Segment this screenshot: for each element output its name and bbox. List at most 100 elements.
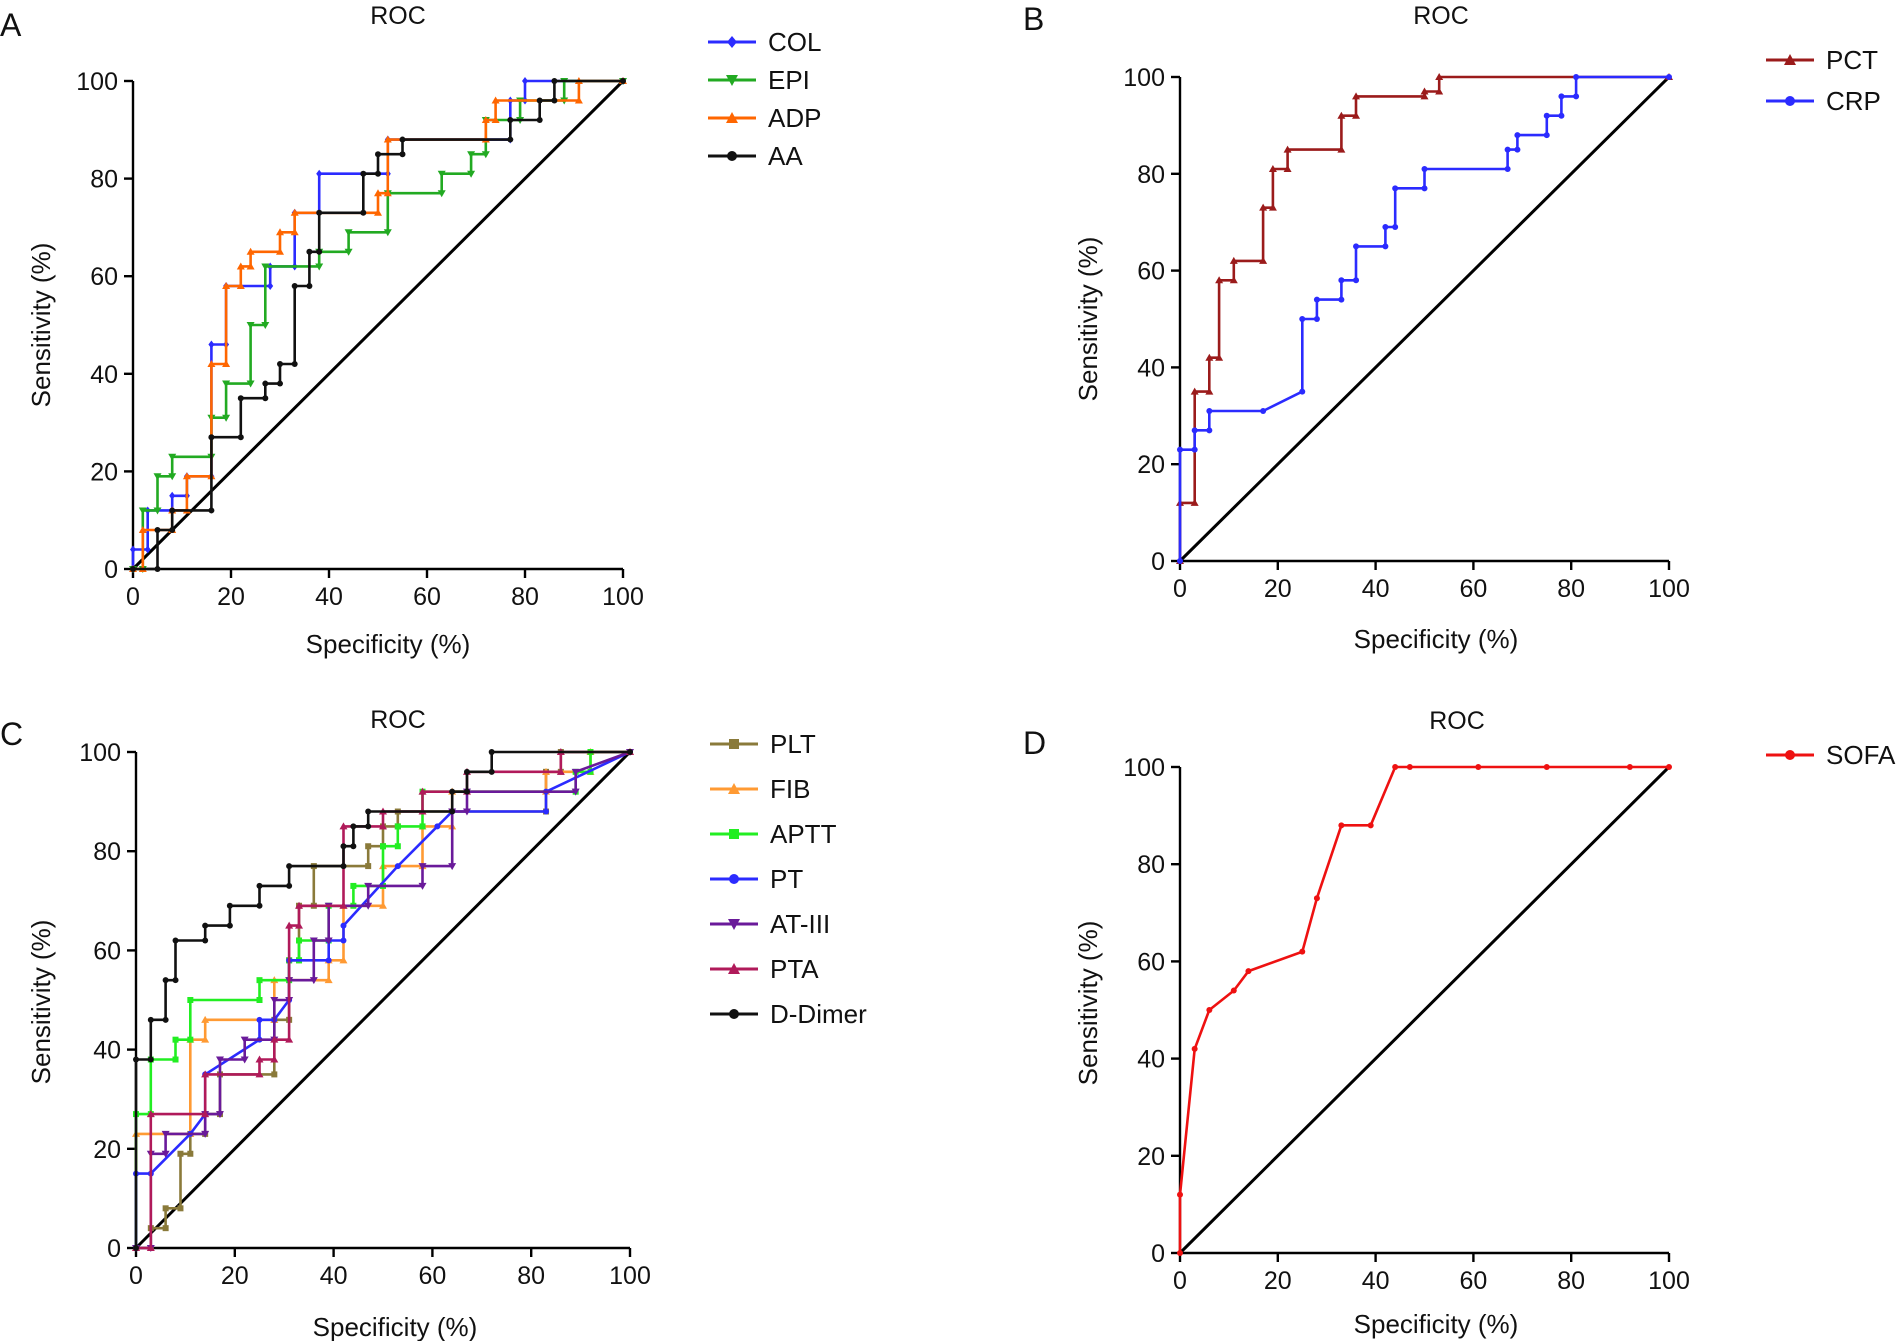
panel-c-legend: PLT FIB APTT PT AT-III PTA D-Dimer <box>710 729 867 1029</box>
x-tick-label: 20 <box>217 583 245 611</box>
legend-label-col: COL <box>768 27 821 57</box>
panel-c-letter: C <box>0 716 23 752</box>
y-tick-label: 100 <box>79 739 121 767</box>
data-point-adp <box>276 247 284 255</box>
data-point-crp <box>1573 74 1580 80</box>
data-point-pta <box>255 1055 264 1063</box>
data-point-sofa <box>1666 764 1672 770</box>
data-point-at-iii <box>364 882 373 890</box>
legend-item-fib: FIB <box>710 774 810 804</box>
data-point-aa <box>375 170 381 177</box>
data-point-crp <box>1421 165 1428 172</box>
data-point-plt <box>271 1071 278 1078</box>
data-point-crp <box>1392 185 1399 192</box>
panel-a-y-axis-title: Sensitivity (%) <box>26 243 56 408</box>
data-point-epi <box>222 380 231 388</box>
data-point-adp <box>276 228 284 236</box>
data-point-sofa <box>1543 764 1550 770</box>
data-point-d-dimer <box>147 1016 154 1023</box>
x-tick-label: 40 <box>320 1262 348 1290</box>
y-tick-label: 80 <box>1137 161 1165 189</box>
panel-d-title: ROC <box>1429 707 1485 735</box>
data-point-adp <box>574 96 583 104</box>
data-point-pct <box>1337 145 1346 153</box>
x-tick-label: 40 <box>315 583 343 611</box>
data-point-adp <box>246 247 255 255</box>
data-point-sofa <box>1626 764 1633 770</box>
data-point-pta <box>339 822 348 830</box>
data-point-col <box>169 491 176 500</box>
panel-c-plot-area <box>132 748 634 1252</box>
data-point-d-dimer <box>365 823 372 830</box>
y-tick-label: 20 <box>1137 1143 1165 1171</box>
panel-c-roc-chart: C ROC Specificity (%) Sensitivity (%) 0 2… <box>0 706 867 1341</box>
data-point-pt <box>340 937 347 944</box>
data-point-adp <box>207 360 216 368</box>
legend-swatch-marker <box>729 1009 739 1019</box>
data-point-epi <box>153 507 162 515</box>
data-point-crp <box>1666 74 1672 80</box>
data-point-plt <box>365 863 372 870</box>
x-tick-label: 100 <box>1648 1267 1690 1295</box>
data-point-d-dimer <box>340 843 347 850</box>
legend-label-aa: AA <box>768 141 803 171</box>
data-point-epi <box>437 170 446 178</box>
x-tick-label: 100 <box>609 1262 651 1290</box>
y-tick-label: 100 <box>1123 754 1165 782</box>
data-point-sofa <box>1245 968 1252 975</box>
data-point-aptt <box>350 882 357 889</box>
data-point-fib <box>201 1035 210 1043</box>
legend-item-pct: PCT <box>1766 45 1878 75</box>
y-tick-label: 20 <box>90 458 118 486</box>
data-point-aa <box>237 395 244 402</box>
data-point-adp <box>383 135 392 143</box>
data-point-fib <box>379 901 387 909</box>
data-point-aptt <box>296 937 303 944</box>
data-point-aptt <box>394 823 401 830</box>
data-point-adp <box>138 525 147 533</box>
data-point-adp <box>222 281 231 289</box>
legend-swatch-marker <box>729 739 739 749</box>
data-point-crp <box>1177 446 1183 453</box>
data-point-aa <box>208 434 215 441</box>
x-tick-label: 80 <box>1557 575 1585 603</box>
data-point-adp <box>491 116 500 124</box>
data-point-pta <box>556 767 565 775</box>
legend-swatch-marker <box>727 36 737 48</box>
legend-label-pt: PT <box>770 864 803 894</box>
y-tick-label: 100 <box>76 68 118 96</box>
data-point-pta <box>285 1035 294 1043</box>
data-point-crp <box>1191 446 1198 453</box>
y-tick-label: 60 <box>1137 258 1165 286</box>
series-d-dimer <box>133 749 633 1251</box>
data-point-pta <box>295 921 304 929</box>
data-point-sofa <box>1313 895 1320 902</box>
data-point-pta <box>285 921 294 929</box>
data-point-col <box>316 169 323 178</box>
x-tick-label: 60 <box>1459 575 1487 603</box>
data-point-adp <box>491 96 500 104</box>
legend-swatch-marker <box>1785 96 1795 106</box>
panel-b-legend: PCT CRP <box>1766 45 1881 116</box>
data-point-pct <box>1283 145 1292 153</box>
data-point-epi <box>138 507 147 515</box>
series-line-aa <box>133 79 623 571</box>
data-point-at-iii <box>240 1036 249 1044</box>
data-point-crp <box>1338 277 1345 284</box>
data-point-aptt <box>172 1056 179 1063</box>
x-tick-label: 0 <box>1173 1267 1187 1295</box>
data-point-d-dimer <box>350 843 357 850</box>
data-point-epi <box>261 322 270 329</box>
data-point-adp <box>236 281 245 289</box>
data-point-pta <box>270 1035 279 1043</box>
panel-a-legend: COL EPI ADP AA <box>708 27 821 171</box>
data-point-plt <box>187 1150 194 1157</box>
series-line-crp <box>1178 75 1669 561</box>
y-tick-label: 40 <box>1137 354 1165 382</box>
y-tick-label: 100 <box>1123 64 1165 92</box>
reference-diagonal-line <box>1178 765 1671 1255</box>
data-point-aa <box>306 248 313 255</box>
data-point-pta <box>379 822 387 830</box>
series-crp <box>1177 74 1672 564</box>
